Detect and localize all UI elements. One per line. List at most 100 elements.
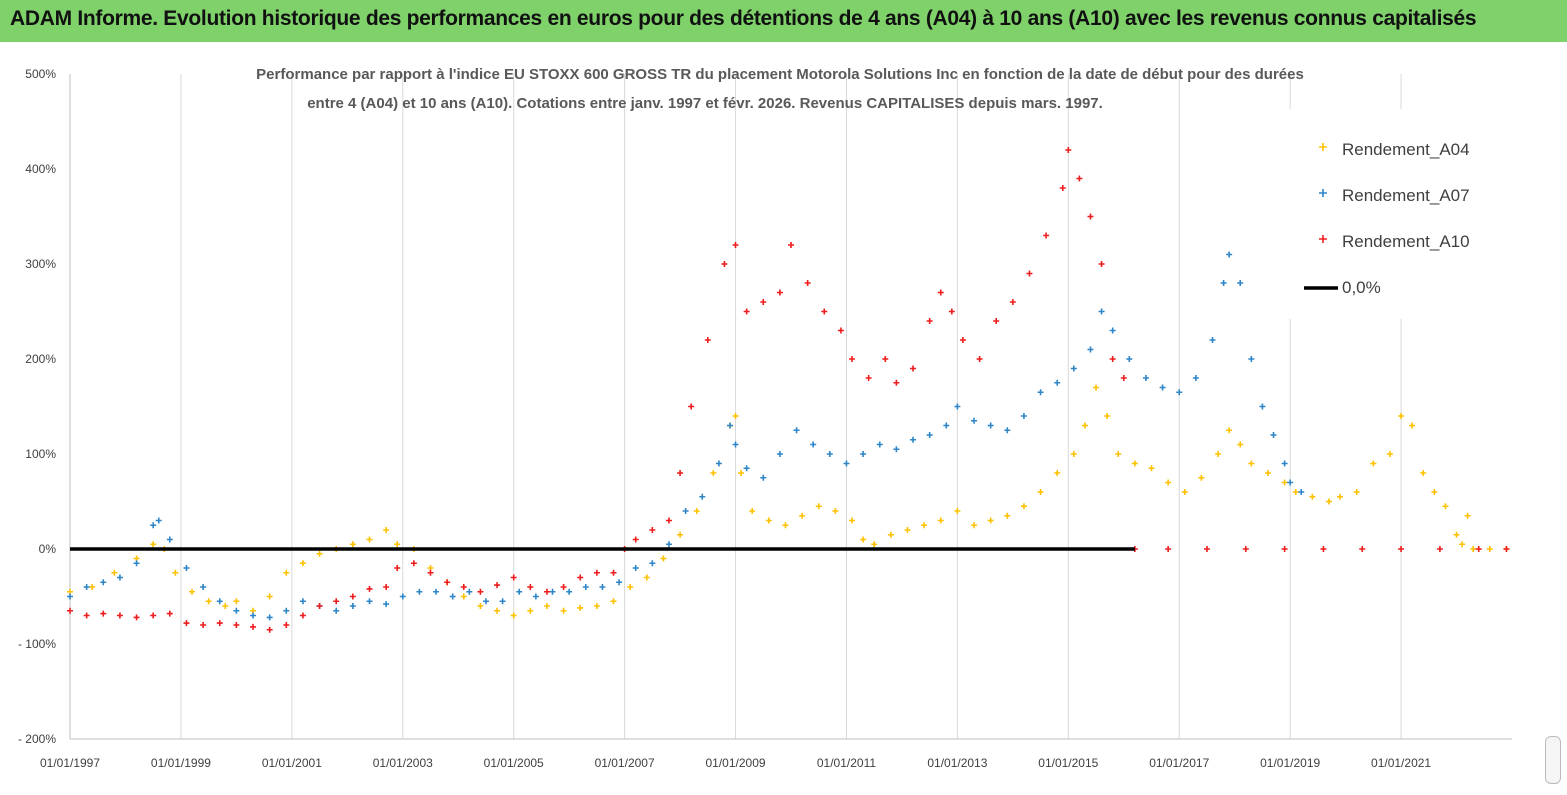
data-point (1226, 427, 1232, 433)
data-point (1459, 541, 1465, 547)
data-point (677, 532, 683, 538)
data-point (1298, 489, 1304, 495)
data-point (1282, 480, 1288, 486)
data-point (1259, 404, 1265, 410)
data-point (594, 570, 600, 576)
data-point (183, 620, 189, 626)
data-point (866, 375, 872, 381)
data-point (1226, 252, 1232, 258)
data-point (267, 614, 273, 620)
data-point (1182, 489, 1188, 495)
data-point (971, 418, 977, 424)
data-point (167, 537, 173, 543)
data-point (799, 513, 805, 519)
data-point (1370, 461, 1376, 467)
data-point (333, 598, 339, 604)
data-point (1060, 185, 1066, 191)
data-point (233, 608, 239, 614)
data-point (599, 584, 605, 590)
data-point (333, 608, 339, 614)
data-point (394, 565, 400, 571)
data-point (1309, 494, 1315, 500)
data-point (1282, 461, 1288, 467)
data-point (594, 603, 600, 609)
data-point (1320, 546, 1326, 552)
data-point (1409, 423, 1415, 429)
data-point (1132, 461, 1138, 467)
data-point (893, 446, 899, 452)
data-point (561, 608, 567, 614)
data-point (1104, 413, 1110, 419)
data-point (860, 537, 866, 543)
data-point (1126, 356, 1132, 362)
y-tick-label: 200% (25, 352, 56, 366)
data-point (317, 603, 323, 609)
data-point (977, 356, 983, 362)
data-point (949, 309, 955, 315)
data-point (477, 603, 483, 609)
data-point (1454, 532, 1460, 538)
scroll-handle[interactable] (1545, 736, 1561, 784)
data-point (716, 461, 722, 467)
data-point (150, 541, 156, 547)
data-point (1026, 271, 1032, 277)
data-point (882, 356, 888, 362)
data-point (1065, 147, 1071, 153)
data-point (1093, 385, 1099, 391)
data-point (1076, 176, 1082, 182)
x-tick-label: 01/01/2017 (1149, 756, 1209, 770)
chart-title-line2: entre 4 (A04) et 10 ans (A10). Cotations… (307, 95, 1103, 112)
data-point (777, 290, 783, 296)
data-point (849, 356, 855, 362)
data-point (117, 575, 123, 581)
data-point (84, 584, 90, 590)
data-point (1476, 546, 1482, 552)
data-point (1043, 233, 1049, 239)
data-point (1398, 546, 1404, 552)
data-point (527, 608, 533, 614)
data-point (416, 589, 422, 595)
x-tick-label: 01/01/2021 (1371, 756, 1431, 770)
data-point (494, 608, 500, 614)
data-point (550, 589, 556, 595)
x-tick-label: 01/01/2001 (262, 756, 322, 770)
y-tick-label: - 200% (18, 732, 56, 746)
legend-label: Rendement_A07 (1342, 186, 1470, 205)
data-point (1110, 356, 1116, 362)
data-point (100, 611, 106, 617)
y-tick-label: 0% (39, 542, 57, 556)
data-point (1021, 413, 1027, 419)
data-point (1099, 261, 1105, 267)
data-point (366, 537, 372, 543)
data-point (156, 518, 162, 524)
x-tick-label: 01/01/2011 (817, 756, 876, 770)
data-point (67, 594, 73, 600)
data-point (838, 328, 844, 334)
data-point (444, 579, 450, 585)
y-tick-label: 300% (25, 257, 56, 271)
data-point (849, 518, 855, 524)
data-point (1271, 432, 1277, 438)
data-point (1337, 494, 1343, 500)
data-point (450, 594, 456, 600)
data-point (583, 584, 589, 590)
data-point (1004, 513, 1010, 519)
data-point (267, 594, 273, 600)
data-point (366, 586, 372, 592)
data-point (910, 366, 916, 372)
data-point (84, 613, 90, 619)
data-point (1115, 451, 1121, 457)
data-point (433, 589, 439, 595)
data-point (350, 603, 356, 609)
data-point (1165, 480, 1171, 486)
legend-label: 0,0% (1342, 278, 1381, 297)
data-point (871, 541, 877, 547)
data-point (943, 423, 949, 429)
data-point (461, 594, 467, 600)
data-point (760, 475, 766, 481)
data-point (805, 280, 811, 286)
data-point (67, 608, 73, 614)
data-point (721, 261, 727, 267)
data-point (782, 522, 788, 528)
data-point (1359, 546, 1365, 552)
